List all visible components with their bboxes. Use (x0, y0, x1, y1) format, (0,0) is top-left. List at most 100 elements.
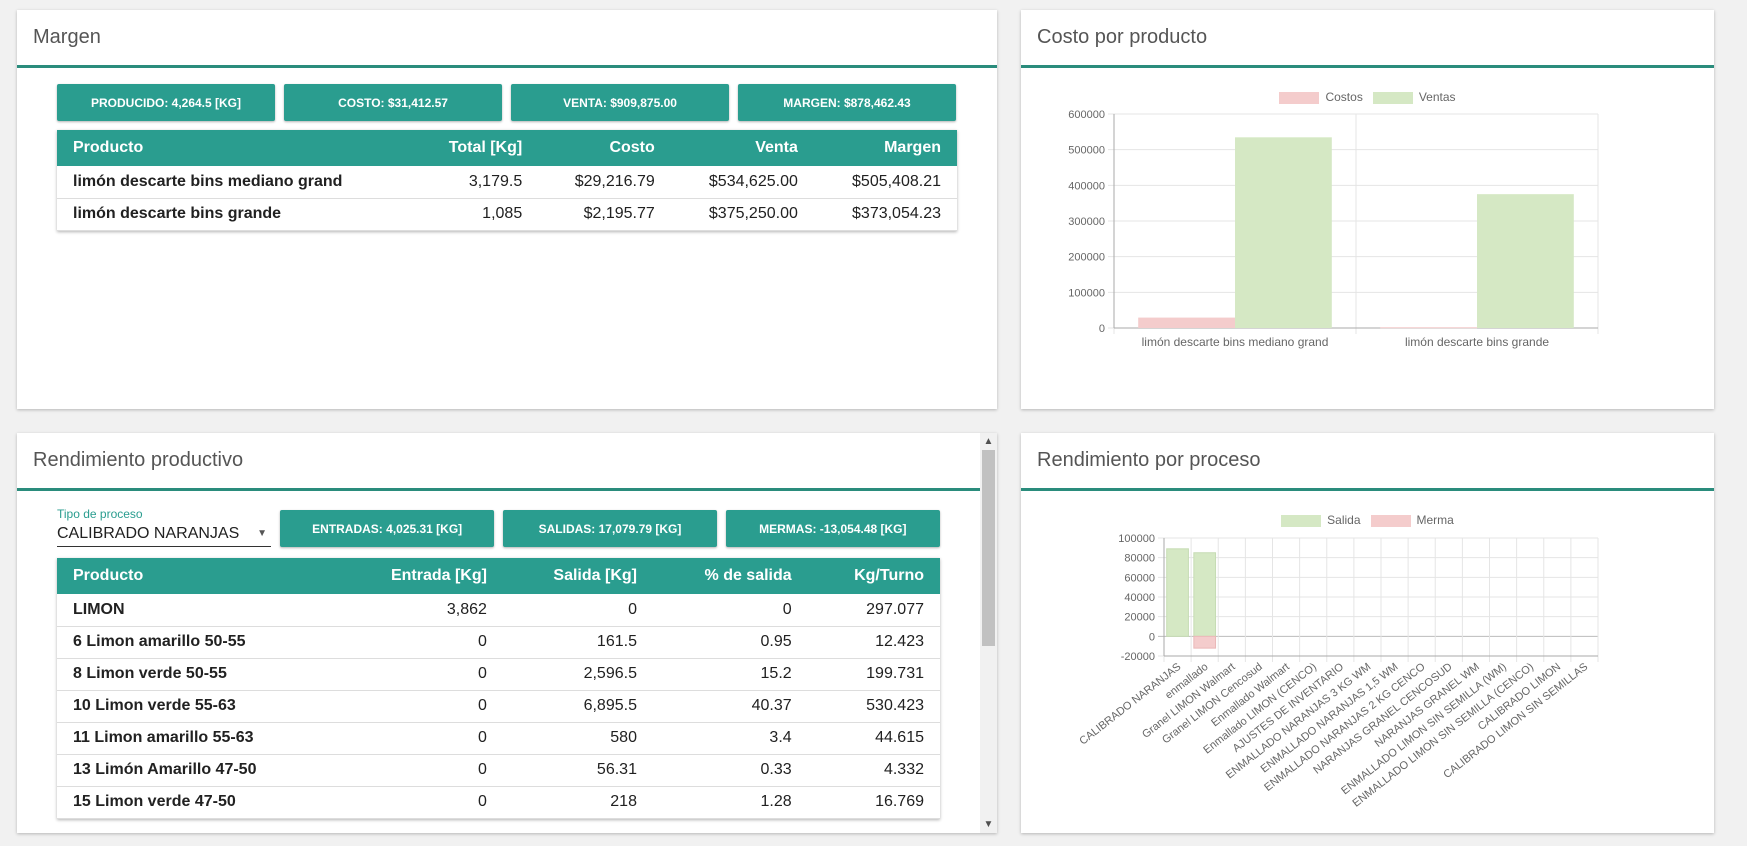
legend-label-ventas: Ventas (1418, 90, 1456, 104)
table-row[interactable]: 10 Limon verde 55-63 0 6,895.5 40.37 530.423 (57, 690, 940, 723)
legend-label-salida: Salida (1327, 513, 1361, 527)
margen-summary-chips: PRODUCIDO: 4,264.5 [KG] COSTO: $31,412.5… (57, 84, 957, 121)
rendimiento-table: Producto Entrada [Kg] Salida [Kg] % de s… (57, 558, 940, 819)
table-row[interactable]: 8 Limon verde 50-55 0 2,596.5 15.2 199.731 (57, 658, 940, 691)
costo-card: Costo por producto Costos Ventas 600000 5… (1021, 10, 1714, 409)
costo-legend: Costos Ventas (1021, 90, 1714, 104)
y-tick-label: 400000 (1068, 180, 1105, 192)
legend-item-costos[interactable]: Costos (1279, 90, 1363, 104)
col-costo: Costo (609, 139, 655, 156)
table-row[interactable]: limón descarte bins mediano grand 3,179.… (57, 166, 957, 199)
cell-producto: 10 Limon verde 55-63 (57, 690, 337, 723)
mermas-chip[interactable]: MERMAS: -13,054.48 [KG] (725, 510, 940, 547)
y-tick-label: 100000 (1068, 287, 1105, 299)
cell-entrada: 0 (336, 754, 503, 787)
cell-costo: $2,195.77 (538, 198, 671, 231)
bar-ventas (1235, 137, 1332, 328)
table-header-row: Producto Entrada [Kg] Salida [Kg] % de s… (57, 558, 940, 594)
cell-kg-turno: 12.423 (807, 626, 940, 659)
scroll-thumb[interactable] (982, 450, 995, 646)
cell-salida: 218 (502, 786, 653, 819)
table-row[interactable]: LIMON 3,862 0 0 297.077 (57, 594, 940, 627)
cell-salida: 56.31 (502, 754, 653, 787)
cell-costo: $29,216.79 (538, 166, 671, 199)
col-producto: Producto (73, 567, 144, 584)
cell-kg-turno: 530.423 (807, 690, 940, 723)
salidas-chip[interactable]: SALIDAS: 17,079.79 [KG] (503, 510, 717, 547)
col-porcentaje: % de salida (704, 567, 792, 584)
cell-kg-turno: 4.332 (807, 754, 940, 787)
cell-total: 1,085 (413, 198, 539, 231)
y-tick-label: 200000 (1068, 252, 1105, 264)
salida-swatch (1281, 514, 1322, 527)
y-tick-label: 0 (1149, 631, 1155, 643)
ventas-swatch (1372, 91, 1413, 104)
y-tick-label: 500000 (1068, 145, 1105, 157)
margen-header: Margen (17, 10, 997, 68)
col-entrada: Entrada [Kg] (390, 567, 487, 584)
proceso-chart: 100000800006000040000200000-20000CALIBRA… (1077, 533, 1599, 810)
y-tick-label: 100000 (1118, 533, 1155, 545)
table-row[interactable]: 13 Limón Amarillo 47-50 0 56.31 0.33 4.332 (57, 754, 940, 787)
col-kg-turno: Kg/Turno (854, 567, 924, 584)
rendimiento-title: Rendimiento productivo (33, 449, 244, 471)
costo-title: Costo por producto (1037, 26, 1208, 48)
cell-entrada: 0 (336, 690, 503, 723)
table-row[interactable]: limón descarte bins grande 1,085 $2,195.… (57, 198, 957, 231)
select-label: Tipo de proceso (57, 507, 143, 521)
cell-kg-turno: 16.769 (807, 786, 940, 819)
cell-porcentaje: 0.33 (652, 754, 808, 787)
cell-producto: limón descarte bins grande (57, 198, 414, 231)
legend-item-ventas[interactable]: Ventas (1372, 90, 1456, 104)
margen-title: Margen (33, 26, 101, 48)
table-row[interactable]: 6 Limon amarillo 50-55 0 161.5 0.95 12.423 (57, 626, 940, 659)
cell-producto: limón descarte bins mediano grand (57, 166, 414, 199)
tipo-proceso-select[interactable]: Tipo de proceso CALIBRADO NARANJAS ▼ (57, 507, 271, 547)
cell-salida: 2,596.5 (502, 658, 653, 691)
cell-kg-turno: 199.731 (807, 658, 940, 691)
costo-chip[interactable]: COSTO: $31,412.57 (284, 84, 502, 121)
y-tick-label: 0 (1099, 323, 1105, 335)
cell-entrada: 0 (336, 658, 503, 691)
bar-costos (1380, 327, 1477, 329)
y-tick-label: 60000 (1124, 572, 1155, 584)
select-value: CALIBRADO NARANJAS (57, 524, 240, 542)
rendimiento-card: Rendimiento productivo Tipo de proceso C… (17, 433, 997, 833)
col-margen: Margen (884, 139, 941, 156)
entradas-chip[interactable]: ENTRADAS: 4,025.31 [KG] (280, 510, 495, 547)
legend-label-merma: Merma (1416, 513, 1454, 527)
scroll-down-icon[interactable]: ▼ (983, 819, 994, 830)
table-row[interactable]: 11 Limon amarillo 55-63 0 580 3.4 44.615 (57, 722, 940, 755)
scroll-up-icon[interactable]: ▲ (983, 436, 994, 447)
bar-salida (1166, 548, 1189, 637)
cell-entrada: 0 (336, 722, 503, 755)
cell-porcentaje: 15.2 (652, 658, 808, 691)
col-venta: Venta (755, 139, 798, 156)
proceso-legend: Salida Merma (1021, 513, 1714, 527)
cell-venta: $375,250.00 (670, 198, 814, 231)
cell-porcentaje: 1.28 (652, 786, 808, 819)
cell-entrada: 3,862 (336, 594, 503, 627)
proceso-header: Rendimiento por proceso (1021, 433, 1714, 491)
venta-chip[interactable]: VENTA: $909,875.00 (511, 84, 729, 121)
legend-item-salida[interactable]: Salida (1281, 513, 1361, 527)
cell-producto: 6 Limon amarillo 50-55 (57, 626, 337, 659)
bar-salida (1193, 552, 1217, 637)
margen-chip[interactable]: MARGEN: $878,462.43 (738, 84, 956, 121)
y-tick-label: 80000 (1124, 553, 1155, 565)
vertical-scrollbar[interactable]: ▲ ▼ (980, 433, 997, 833)
col-salida: Salida [Kg] (553, 567, 637, 584)
cell-kg-turno: 297.077 (807, 594, 940, 627)
x-tick-label: limón descarte bins grande (1405, 335, 1549, 349)
bar-ventas (1477, 194, 1574, 328)
legend-item-merma[interactable]: Merma (1370, 513, 1454, 527)
costo-header: Costo por producto (1021, 10, 1714, 68)
y-tick-label: 40000 (1124, 592, 1155, 604)
producido-chip[interactable]: PRODUCIDO: 4,264.5 [KG] (57, 84, 275, 121)
cell-salida: 0 (502, 594, 653, 627)
proceso-title: Rendimiento por proceso (1037, 449, 1261, 471)
cell-porcentaje: 3.4 (652, 722, 808, 755)
cell-producto: 8 Limon verde 50-55 (57, 658, 337, 691)
cell-salida: 580 (502, 722, 653, 755)
table-row[interactable]: 15 Limon verde 47-50 0 218 1.28 16.769 (57, 786, 940, 819)
